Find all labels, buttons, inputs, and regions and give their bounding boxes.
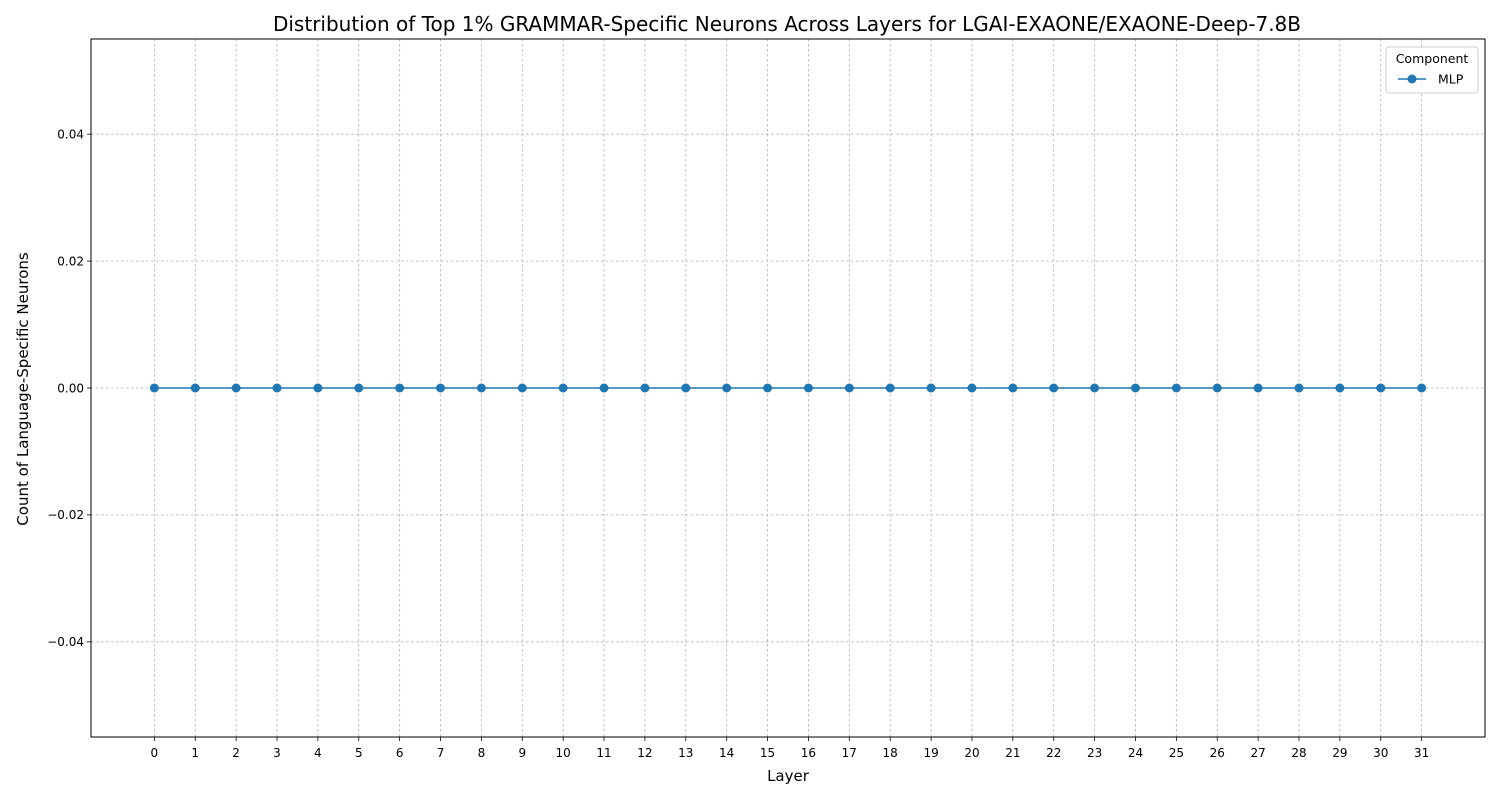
y-tick-label: 0.04 xyxy=(57,127,84,141)
x-tick-label: 28 xyxy=(1291,746,1306,760)
x-axis-label: Layer xyxy=(767,767,810,785)
data-point-mlp xyxy=(681,383,691,393)
data-point-mlp xyxy=(517,383,527,393)
data-point-mlp xyxy=(885,383,895,393)
x-tick-label: 25 xyxy=(1169,746,1184,760)
x-tick-label: 26 xyxy=(1210,746,1225,760)
data-point-mlp xyxy=(354,383,364,393)
data-point-mlp xyxy=(476,383,486,393)
data-point-mlp xyxy=(1417,383,1427,393)
data-point-mlp xyxy=(1253,383,1263,393)
series-layer xyxy=(149,383,1427,393)
x-tick-label: 11 xyxy=(596,746,611,760)
data-point-mlp xyxy=(1090,383,1100,393)
x-tick-label: 10 xyxy=(556,746,571,760)
x-tick-label: 8 xyxy=(478,746,486,760)
data-point-mlp xyxy=(558,383,568,393)
x-tick-label: 14 xyxy=(719,746,734,760)
data-point-mlp xyxy=(313,383,323,393)
data-point-mlp xyxy=(763,383,773,393)
x-tick-label: 18 xyxy=(883,746,898,760)
chart-title: Distribution of Top 1% GRAMMAR-Specific … xyxy=(273,12,1301,36)
data-point-mlp xyxy=(844,383,854,393)
y-axis-label: Count of Language-Specific Neurons xyxy=(14,252,32,526)
x-tick-label: 21 xyxy=(1005,746,1020,760)
x-tick-label: 22 xyxy=(1046,746,1061,760)
x-tick-label: 12 xyxy=(637,746,652,760)
legend: Component MLP xyxy=(1385,46,1479,94)
data-point-mlp xyxy=(1008,383,1018,393)
x-tick-label: 30 xyxy=(1373,746,1388,760)
x-tick-label: 31 xyxy=(1414,746,1429,760)
y-tick-label: −0.02 xyxy=(47,508,84,522)
x-axis-ticks: 0 1 2 3 4 5 6 7 8 9 10 11 12 13 14 15 16 17 18 19 20 21 22 23 24… xyxy=(151,737,1429,760)
data-point-mlp xyxy=(1376,383,1386,393)
data-point-mlp xyxy=(1335,383,1345,393)
x-tick-label: 19 xyxy=(923,746,938,760)
data-point-mlp xyxy=(803,383,813,393)
x-tick-label: 16 xyxy=(801,746,816,760)
data-point-mlp xyxy=(1294,383,1304,393)
data-point-mlp xyxy=(1171,383,1181,393)
x-tick-label: 23 xyxy=(1087,746,1102,760)
y-axis-ticks: −0.04 −0.02 0.00 0.02 0.04 xyxy=(47,127,91,649)
data-point-mlp xyxy=(1049,383,1059,393)
data-point-mlp xyxy=(640,383,650,393)
legend-label-mlp: MLP xyxy=(1438,72,1464,87)
data-point-mlp xyxy=(436,383,446,393)
data-point-mlp xyxy=(722,383,732,393)
x-tick-label: 5 xyxy=(355,746,363,760)
data-point-mlp xyxy=(149,383,159,393)
x-tick-label: 0 xyxy=(151,746,159,760)
x-tick-label: 6 xyxy=(396,746,404,760)
x-tick-label: 24 xyxy=(1128,746,1143,760)
x-tick-label: 1 xyxy=(191,746,199,760)
y-tick-label: −0.04 xyxy=(47,635,84,649)
data-point-mlp xyxy=(190,383,200,393)
x-tick-label: 3 xyxy=(273,746,281,760)
legend-swatch-marker-mlp xyxy=(1407,74,1417,84)
x-tick-label: 20 xyxy=(964,746,979,760)
x-tick-label: 27 xyxy=(1250,746,1265,760)
x-tick-label: 13 xyxy=(678,746,693,760)
data-point-mlp xyxy=(1130,383,1140,393)
x-tick-label: 2 xyxy=(232,746,240,760)
x-tick-label: 29 xyxy=(1332,746,1347,760)
y-tick-label: 0.00 xyxy=(57,381,84,395)
data-point-mlp xyxy=(231,383,241,393)
grid-lines xyxy=(91,39,1485,737)
y-tick-label: 0.02 xyxy=(57,254,84,268)
x-tick-label: 4 xyxy=(314,746,322,760)
data-point-mlp xyxy=(395,383,405,393)
data-point-mlp xyxy=(272,383,282,393)
data-point-mlp xyxy=(926,383,936,393)
data-point-mlp xyxy=(1212,383,1222,393)
legend-title: Component xyxy=(1396,51,1469,66)
x-tick-label: 9 xyxy=(518,746,526,760)
x-tick-label: 17 xyxy=(842,746,857,760)
data-point-mlp xyxy=(967,383,977,393)
x-tick-label: 7 xyxy=(437,746,445,760)
data-point-mlp xyxy=(599,383,609,393)
x-tick-label: 15 xyxy=(760,746,775,760)
